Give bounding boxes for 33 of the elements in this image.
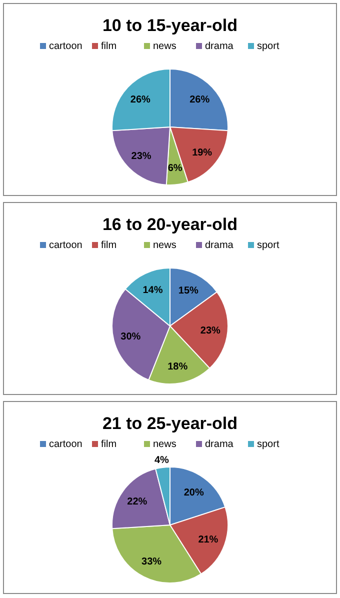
legend-label: cartoon bbox=[49, 439, 82, 450]
legend-label: film bbox=[101, 439, 117, 450]
legend-label: film bbox=[101, 41, 117, 52]
data-label: 14% bbox=[142, 284, 163, 296]
chart-title: 21 to 25-year-old bbox=[102, 414, 238, 433]
legend-label: news bbox=[153, 41, 176, 52]
legend-label: cartoon bbox=[49, 41, 82, 52]
chart-title: 10 to 15-year-old bbox=[102, 16, 238, 35]
legend-label: news bbox=[153, 439, 176, 450]
data-label: 15% bbox=[178, 285, 199, 296]
legend-label: drama bbox=[205, 439, 234, 450]
data-label: 30% bbox=[120, 332, 141, 343]
data-label: 26% bbox=[190, 94, 210, 106]
legend-label: drama bbox=[205, 41, 234, 52]
legend-label: news bbox=[153, 240, 176, 251]
data-label: 20% bbox=[184, 488, 204, 499]
legend-label: film bbox=[101, 240, 117, 251]
data-label: 21% bbox=[198, 534, 218, 546]
legend-label: cartoon bbox=[49, 240, 82, 251]
data-label: 23% bbox=[200, 325, 221, 336]
data-label: 19% bbox=[192, 147, 212, 158]
data-label: 22% bbox=[127, 496, 148, 508]
data-label: 23% bbox=[131, 151, 152, 162]
data-label: 4% bbox=[154, 455, 170, 466]
legend-label: sport bbox=[257, 240, 280, 251]
legend-label: sport bbox=[257, 41, 280, 52]
data-label: 26% bbox=[130, 94, 151, 106]
legend-label: drama bbox=[205, 240, 234, 251]
data-label: 33% bbox=[142, 556, 162, 568]
chart-title: 16 to 20-year-old bbox=[102, 215, 238, 234]
data-label: 18% bbox=[168, 361, 188, 372]
legend-label: sport bbox=[257, 439, 280, 450]
data-label: 6% bbox=[168, 162, 182, 174]
